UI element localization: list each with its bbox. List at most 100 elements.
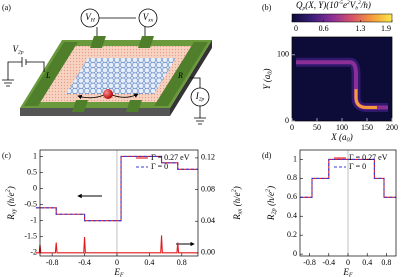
- y-tick-label: 0.5: [27, 167, 37, 176]
- series-line: [35, 235, 198, 254]
- device-label: I2p: [195, 91, 205, 103]
- label-part: V: [143, 12, 150, 22]
- y-tick-label: 100: [277, 50, 289, 59]
- label-part: 2: [231, 188, 238, 192]
- y-axis-label: R2p (h/e2): [265, 186, 278, 221]
- label-part: 2: [347, 0, 350, 6]
- legend-label: Γ = 0.27 eV: [349, 153, 388, 162]
- label-part: V: [12, 44, 19, 54]
- heatmap-hotspot: [354, 89, 377, 110]
- ground: [190, 77, 206, 125]
- label-part: (a: [262, 74, 272, 84]
- contact: [138, 36, 154, 48]
- label-part: I: [195, 91, 200, 101]
- y-axis-label: Y (a0): [262, 69, 274, 90]
- x-tick-label: 0: [290, 123, 294, 132]
- label-part: Y: [262, 83, 272, 89]
- x-tick-label: -0.4: [322, 258, 335, 267]
- slab-side: [20, 108, 170, 116]
- x-tick-label: 0.8: [177, 258, 187, 267]
- panel-label: (c): [2, 151, 11, 160]
- label-part: xy: [11, 208, 18, 215]
- colorbar-label: Qp(X, Y)(10-5e2Vb2/h): [296, 0, 371, 12]
- label-part: V: [85, 12, 92, 22]
- label-part: V: [350, 0, 357, 10]
- label-part: ): [6, 186, 16, 190]
- colorbar-tick-label: 0.6: [319, 24, 329, 33]
- panel-label: (a): [2, 3, 11, 12]
- label-part: 2p: [199, 97, 205, 103]
- label-part: Q: [296, 0, 303, 10]
- label-part: R: [266, 214, 276, 221]
- x-tick-label: 0: [346, 258, 350, 267]
- label-part: ): [262, 69, 272, 73]
- label-part: X: [330, 132, 337, 142]
- y-tick-label: -1: [30, 215, 37, 224]
- legend-label: Γ = 0: [151, 162, 168, 171]
- label-part: 0: [267, 71, 274, 75]
- colorbar-tick-label: 1.3: [355, 24, 365, 33]
- label-part: 2: [5, 188, 12, 192]
- device-label: V2p: [12, 44, 23, 56]
- x-tick-label: 100: [336, 123, 348, 132]
- lattice: [66, 58, 176, 94]
- label-part: 2p: [18, 50, 24, 56]
- device-schematic: [2, 8, 212, 125]
- y-axis-label: Rxy (h/e2): [5, 186, 18, 221]
- electron: [103, 89, 113, 99]
- device-label: VH: [85, 12, 96, 24]
- label-part: 0: [347, 137, 351, 144]
- contact-label: L: [45, 71, 51, 80]
- x-tick-label: -0.8: [46, 258, 59, 267]
- meter: [138, 8, 158, 28]
- label-part: ): [349, 132, 353, 142]
- y-tick-label: -1.5: [24, 232, 37, 241]
- label-part: p: [302, 6, 306, 12]
- label-part: F: [348, 272, 353, 277]
- x-tick-label: 0.8: [381, 258, 391, 267]
- contact-label: R: [177, 71, 183, 80]
- label-part: 2p: [271, 208, 278, 214]
- legend-label: Γ = 0: [349, 162, 366, 171]
- colorbar-tick-label: 1.9: [381, 24, 391, 33]
- x-tick-label: -0.8: [303, 258, 316, 267]
- label-part: R: [6, 214, 16, 221]
- y2-axis-label: Rxx (h/e2): [231, 186, 244, 221]
- label-part: e: [343, 0, 347, 10]
- legend-label: Γ = 0.27 eV: [151, 153, 190, 162]
- colorbar: [291, 13, 393, 23]
- label-part: ): [232, 186, 242, 190]
- x-tick-label: 150: [361, 123, 373, 132]
- label-part: ): [266, 186, 276, 190]
- label-part: xx: [147, 18, 153, 24]
- x-axis-label: EF: [342, 267, 353, 277]
- x-tick-label: 0: [115, 258, 119, 267]
- wire: [96, 17, 146, 36]
- colorbar-tick-label: 0: [294, 24, 298, 33]
- x-axis-label: EF: [113, 267, 124, 277]
- device-label: Vxx: [143, 12, 154, 24]
- label-part: (h/e: [6, 192, 16, 208]
- label-part: /h): [360, 0, 371, 10]
- y2-tick-label: 0.00: [201, 248, 215, 257]
- label-part: (a: [337, 132, 347, 142]
- x-tick-label: 0.4: [362, 258, 372, 267]
- battery-ground: [2, 57, 45, 87]
- x-tick-label: 0.4: [144, 258, 154, 267]
- label-part: E: [342, 267, 349, 277]
- contact: [72, 100, 88, 112]
- label-part: E: [113, 267, 120, 277]
- arrow: [111, 93, 139, 98]
- plot-frame: [299, 149, 397, 257]
- meter: [80, 8, 100, 28]
- y-tick-label: -2: [30, 248, 37, 257]
- panel-label: (d): [262, 151, 272, 160]
- y2-tick-label: 0.08: [201, 184, 215, 193]
- y-tick-label: 1: [293, 154, 297, 163]
- y-tick-label: 0.4: [287, 211, 297, 220]
- arrow: [77, 94, 105, 100]
- plot-frame: [39, 149, 199, 257]
- label-part: b: [355, 6, 358, 12]
- y-tick-label: 0: [293, 249, 297, 258]
- y2-tick-label: 0.12: [201, 153, 215, 162]
